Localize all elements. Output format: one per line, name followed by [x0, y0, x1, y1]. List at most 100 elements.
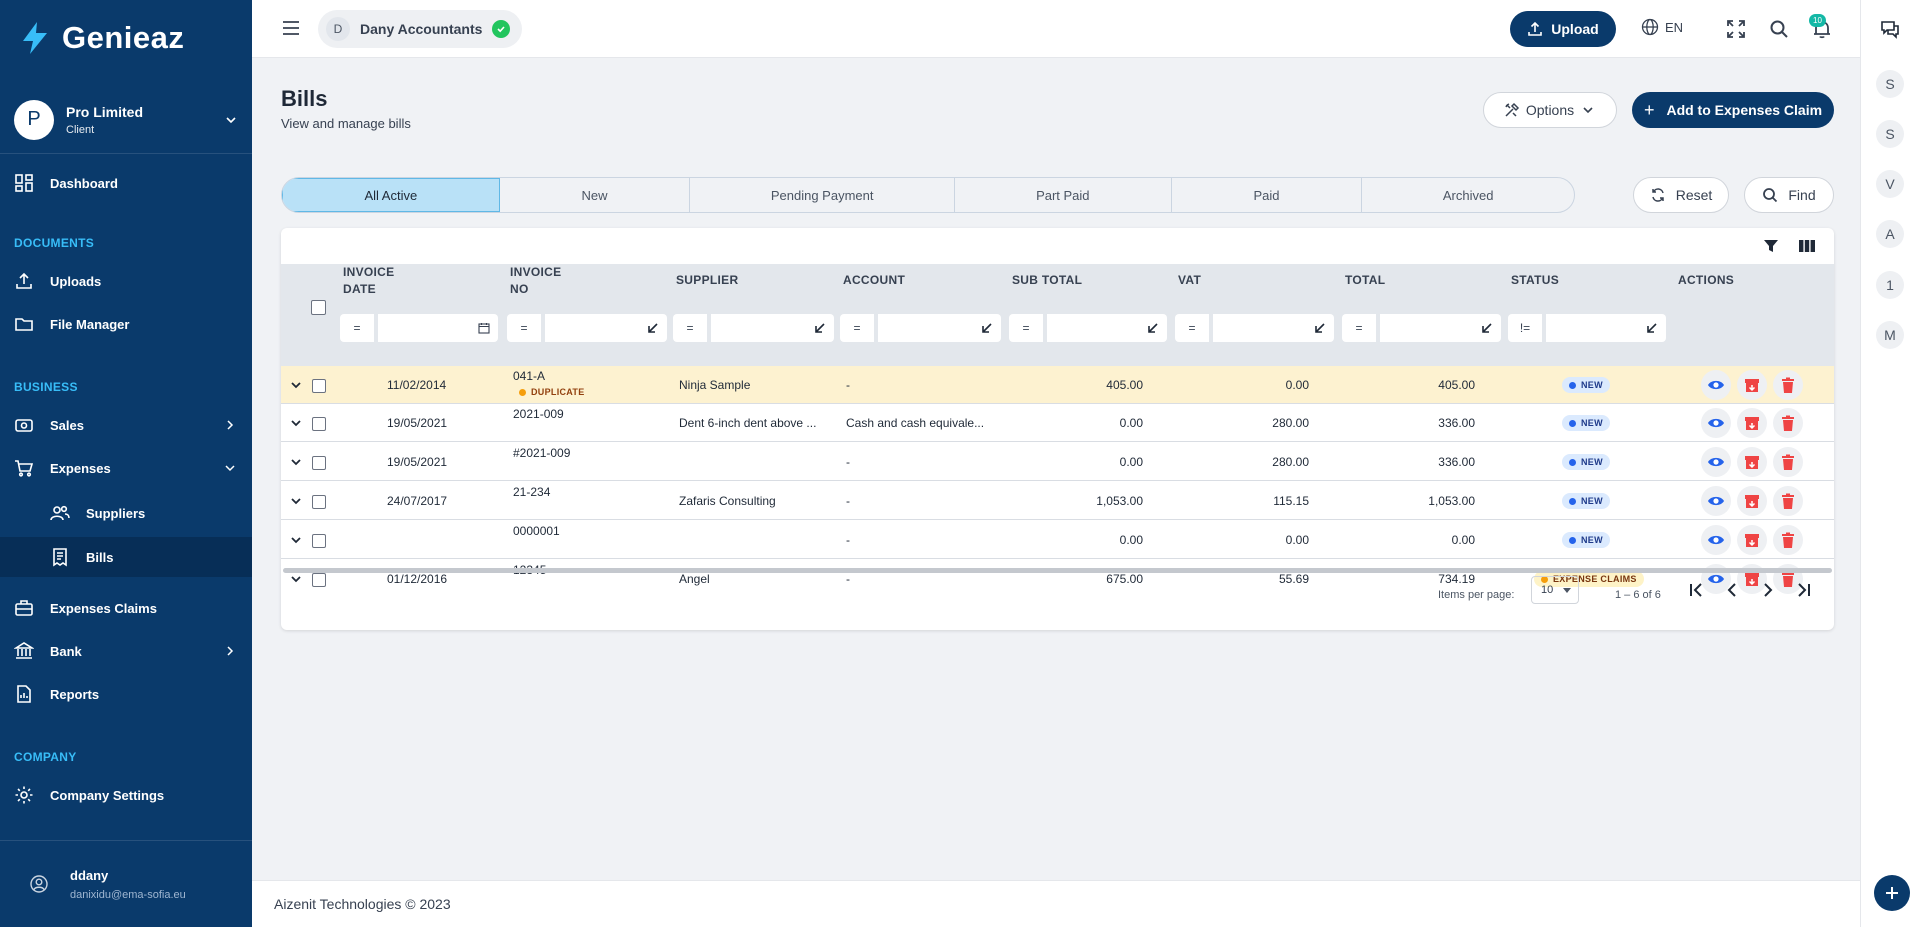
row-checkbox[interactable] — [312, 573, 326, 587]
nav-file-manager[interactable]: File Manager — [0, 304, 252, 344]
tab-part-paid[interactable]: Part Paid — [955, 178, 1172, 212]
filter-input[interactable] — [1047, 314, 1167, 342]
view-button[interactable] — [1701, 408, 1731, 438]
row-checkbox[interactable] — [312, 456, 326, 470]
first-page-icon[interactable] — [1686, 580, 1706, 600]
view-button[interactable] — [1701, 525, 1731, 555]
next-page-icon[interactable] — [1758, 580, 1778, 600]
filter-operator[interactable]: = — [340, 314, 374, 342]
header-account[interactable]: ACCOUNT — [843, 273, 906, 287]
header-invoice-date[interactable]: INVOICE DATE — [343, 265, 395, 296]
chevron-down-icon[interactable] — [289, 378, 303, 392]
delete-button[interactable] — [1773, 370, 1803, 400]
archive-button[interactable] — [1737, 486, 1767, 516]
nav-bank[interactable]: Bank — [0, 631, 252, 671]
filter-operator[interactable]: = — [673, 314, 707, 342]
header-total[interactable]: TOTAL — [1345, 273, 1386, 287]
brand-logo[interactable]: Genieaz — [20, 18, 184, 58]
last-page-icon[interactable] — [1794, 580, 1814, 600]
upload-button[interactable]: Upload — [1510, 11, 1616, 47]
filter-operator[interactable]: = — [840, 314, 874, 342]
filter-operator[interactable]: = — [1342, 314, 1376, 342]
nav-dashboard[interactable]: Dashboard — [0, 163, 252, 203]
rail-avatar[interactable]: V — [1876, 170, 1904, 198]
language-selector[interactable]: EN — [1641, 18, 1683, 36]
user-profile[interactable]: ddany danixidu@ema-sofia.eu — [0, 840, 252, 927]
table-row[interactable]: 24/07/2017 21-234 Zafaris Consulting - 1… — [281, 482, 1834, 520]
menu-icon[interactable] — [282, 19, 300, 37]
table-row[interactable]: 19/05/2021 2021-009 Dent 6-inch dent abo… — [281, 404, 1834, 442]
options-button[interactable]: Options — [1483, 92, 1617, 128]
row-checkbox[interactable] — [312, 417, 326, 431]
nav-reports[interactable]: Reports — [0, 674, 252, 714]
filter-operator[interactable]: = — [507, 314, 541, 342]
header-invoice-no[interactable]: INVOICE NO — [510, 265, 562, 296]
rail-avatar[interactable]: M — [1876, 321, 1904, 349]
filter-input[interactable] — [378, 314, 498, 342]
chevron-down-icon[interactable] — [289, 533, 303, 547]
items-per-page-select[interactable]: 10 — [1531, 576, 1579, 604]
archive-button[interactable] — [1737, 370, 1767, 400]
row-checkbox[interactable] — [312, 534, 326, 548]
fullscreen-icon[interactable] — [1726, 19, 1746, 39]
tab-new[interactable]: New — [500, 178, 691, 212]
horizontal-scrollbar[interactable] — [283, 568, 1832, 573]
table-row[interactable]: 11/02/2014 041-A DUPLICATE Ninja Sample … — [281, 366, 1834, 404]
filter-input[interactable] — [545, 314, 667, 342]
columns-icon[interactable] — [1798, 237, 1816, 255]
archive-button[interactable] — [1737, 408, 1767, 438]
nav-uploads[interactable]: Uploads — [0, 261, 252, 301]
row-checkbox[interactable] — [312, 379, 326, 393]
header-status[interactable]: STATUS — [1511, 273, 1560, 287]
nav-expenses-claims[interactable]: Expenses Claims — [0, 588, 252, 628]
view-button[interactable] — [1701, 486, 1731, 516]
nav-suppliers[interactable]: Suppliers — [0, 493, 252, 533]
chevron-down-icon[interactable] — [289, 455, 303, 469]
tab-pending-payment[interactable]: Pending Payment — [690, 178, 955, 212]
archive-button[interactable] — [1737, 447, 1767, 477]
chevron-down-icon[interactable] — [289, 572, 303, 586]
add-to-expenses-claim-button[interactable]: + Add to Expenses Claim — [1632, 92, 1834, 128]
rail-avatar[interactable]: 1 — [1876, 271, 1904, 299]
nav-bills[interactable]: Bills — [0, 537, 252, 577]
tab-all-active[interactable]: All Active — [282, 178, 500, 212]
nav-expenses[interactable]: Expenses — [0, 448, 252, 488]
filter-operator[interactable]: = — [1009, 314, 1043, 342]
view-button[interactable] — [1701, 447, 1731, 477]
delete-button[interactable] — [1773, 447, 1803, 477]
row-checkbox[interactable] — [312, 495, 326, 509]
chevron-down-icon[interactable] — [289, 494, 303, 508]
header-sub-total[interactable]: SUB TOTAL — [1012, 273, 1083, 287]
select-all-checkbox[interactable] — [311, 300, 326, 315]
header-vat[interactable]: VAT — [1178, 273, 1202, 287]
nav-sales[interactable]: Sales — [0, 405, 252, 445]
nav-company-settings[interactable]: Company Settings — [0, 775, 252, 815]
filter-input[interactable] — [1380, 314, 1501, 342]
rail-avatar[interactable]: A — [1876, 220, 1904, 248]
filter-input[interactable] — [1546, 314, 1666, 342]
table-row[interactable]: 19/05/2021 #2021-009 - 0.00 280.00 336.0… — [281, 443, 1834, 481]
chat-icon[interactable] — [1880, 19, 1900, 39]
org-switcher[interactable]: P Pro Limited Client — [0, 86, 252, 154]
chevron-down-icon[interactable] — [289, 416, 303, 430]
filter-input[interactable] — [878, 314, 1001, 342]
tab-paid[interactable]: Paid — [1172, 178, 1363, 212]
filter-input[interactable] — [711, 314, 834, 342]
add-fab-button[interactable] — [1874, 875, 1910, 911]
previous-page-icon[interactable] — [1722, 580, 1742, 600]
view-button[interactable] — [1701, 370, 1731, 400]
filter-icon[interactable] — [1762, 237, 1780, 255]
tab-archived[interactable]: Archived — [1442, 187, 1494, 203]
filter-input[interactable] — [1213, 314, 1334, 342]
rail-avatar[interactable]: S — [1876, 120, 1904, 148]
table-row[interactable]: 0000001 - 0.00 0.00 0.00 NEW — [281, 521, 1834, 559]
filter-operator[interactable]: = — [1175, 314, 1209, 342]
delete-button[interactable] — [1773, 525, 1803, 555]
reset-button[interactable]: Reset — [1633, 177, 1729, 213]
search-icon[interactable] — [1769, 19, 1789, 39]
find-button[interactable]: Find — [1744, 177, 1834, 213]
calendar-icon[interactable] — [478, 322, 490, 334]
table-row[interactable]: 01/12/2016 12345 Angel - 675.00 55.69 73… — [281, 560, 1834, 598]
rail-avatar[interactable]: S — [1876, 70, 1904, 98]
archive-button[interactable] — [1737, 525, 1767, 555]
